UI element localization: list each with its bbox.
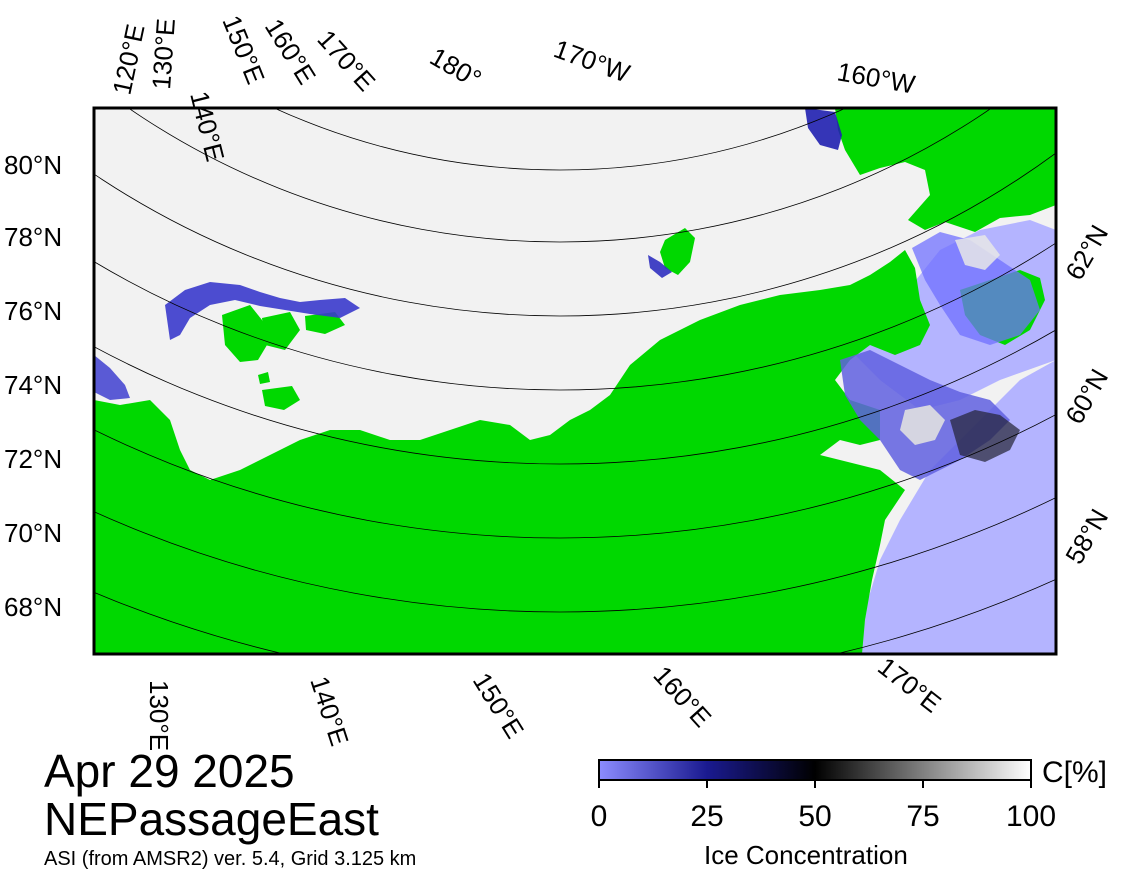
parallel-line xyxy=(127,108,993,243)
alaska-land xyxy=(835,108,1056,232)
left-lat-label: 78°N xyxy=(4,222,62,252)
colorbar-title: Ice Concentration xyxy=(704,840,908,870)
wrangel-island xyxy=(660,228,695,275)
parallel-line xyxy=(94,242,1056,391)
colorbar-gradient xyxy=(598,759,1032,781)
ice-dark-patches xyxy=(950,410,1020,462)
lyakhovsky-island xyxy=(262,386,300,410)
left-lat-label: 72°N xyxy=(4,444,62,474)
right-lat-label: 60°N xyxy=(1059,364,1114,429)
parallel-line xyxy=(94,496,1056,613)
top-lon-label: 160°E xyxy=(259,13,322,89)
ice-white-anadyr xyxy=(955,235,1000,270)
ice-edge-laptev-west xyxy=(94,355,130,400)
colorbar-tick: 75 xyxy=(906,800,939,833)
left-lat-label: 68°N xyxy=(4,592,62,622)
map-content xyxy=(94,108,1056,654)
left-latitude-labels: 80°N 78°N 76°N 74°N 72°N 70°N 68°N xyxy=(4,150,62,622)
parallel-line xyxy=(94,329,1056,465)
parallel-line xyxy=(94,413,1056,539)
colorbar-tick: 100 xyxy=(1006,800,1056,833)
parallel-line xyxy=(273,108,847,171)
ice-polynya-wrangel xyxy=(648,255,672,278)
ice-edge-laptev xyxy=(165,282,360,340)
bottom-longitude-labels: 130°E 140°E 150°E 160°E 170°E xyxy=(144,651,947,751)
siberia-land xyxy=(94,250,930,654)
data-source-note: ASI (from AMSR2) ver. 5.4, Grid 3.125 km xyxy=(44,848,417,870)
bear-islands-small xyxy=(258,372,270,384)
new-siberian-islands xyxy=(222,305,270,362)
ice-white-bering xyxy=(900,405,945,445)
top-lon-label: 160°W xyxy=(835,56,918,99)
left-lat-label: 70°N xyxy=(4,518,62,548)
top-lon-label: 120°E xyxy=(107,21,151,97)
bottom-lon-label: 170°E xyxy=(872,651,947,718)
right-latitude-labels: 62°N 60°N 58°N xyxy=(1059,220,1114,569)
bottom-lon-label: 130°E xyxy=(144,680,174,751)
ice-mix-anadyr xyxy=(912,232,1040,345)
new-siberian-island-east xyxy=(305,312,345,334)
colorbar: 0 25 50 75 100 C[%] xyxy=(591,756,1107,833)
colorbar-tick: 0 xyxy=(591,800,608,833)
top-lon-label: 130°E xyxy=(146,17,181,90)
left-lat-label: 80°N xyxy=(4,150,62,180)
bottom-lon-label: 160°E xyxy=(648,660,718,733)
right-lat-label: 62°N xyxy=(1059,220,1114,285)
bottom-lon-label: 140°E xyxy=(304,673,355,750)
right-lat-label: 58°N xyxy=(1059,504,1114,569)
map-frame xyxy=(92,106,1058,656)
top-lon-label: 170°E xyxy=(312,24,382,97)
colorbar-unit: C[%] xyxy=(1042,756,1107,789)
parallel-line xyxy=(94,152,1056,317)
map-date: Apr 29 2025 xyxy=(44,745,295,797)
map-region-name: NEPassageEast xyxy=(44,793,379,845)
left-lat-label: 76°N xyxy=(4,296,62,326)
bottom-lon-label: 150°E xyxy=(467,667,530,743)
colorbar-tick: 25 xyxy=(690,800,723,833)
top-lon-label: 150°E xyxy=(216,11,270,88)
top-lon-label: 170°W xyxy=(550,33,634,88)
left-lat-label: 74°N xyxy=(4,370,62,400)
ice-edge-chukchi xyxy=(805,108,842,150)
top-lon-label: 180° xyxy=(425,41,487,94)
colorbar-tick: 50 xyxy=(798,800,831,833)
new-siberian-island-small xyxy=(262,312,300,350)
